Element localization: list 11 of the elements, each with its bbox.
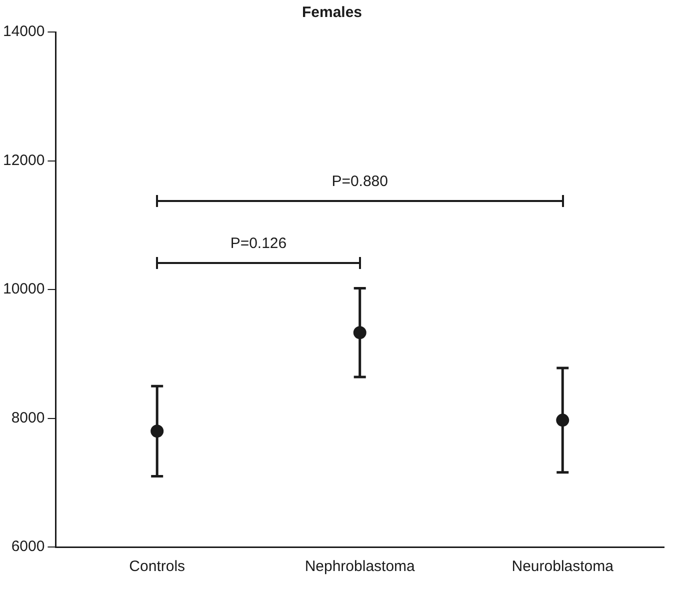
y-tick-label: 12000 (2, 152, 45, 169)
x-tick-label: Controls (129, 558, 186, 576)
chart-title: Females (302, 4, 362, 22)
y-tick-label: 14000 (2, 23, 45, 40)
x-tick-label: Neuroblastoma (512, 558, 614, 576)
y-tick-label: 6000 (11, 538, 45, 556)
y-tick-label: 8000 (11, 409, 45, 426)
annotation: P=0.126 (230, 234, 287, 252)
annotation: P=0.880 (332, 172, 388, 190)
x-tick-label: Nephroblastoma (304, 558, 416, 576)
y-tick-label: 10000 (2, 280, 45, 298)
